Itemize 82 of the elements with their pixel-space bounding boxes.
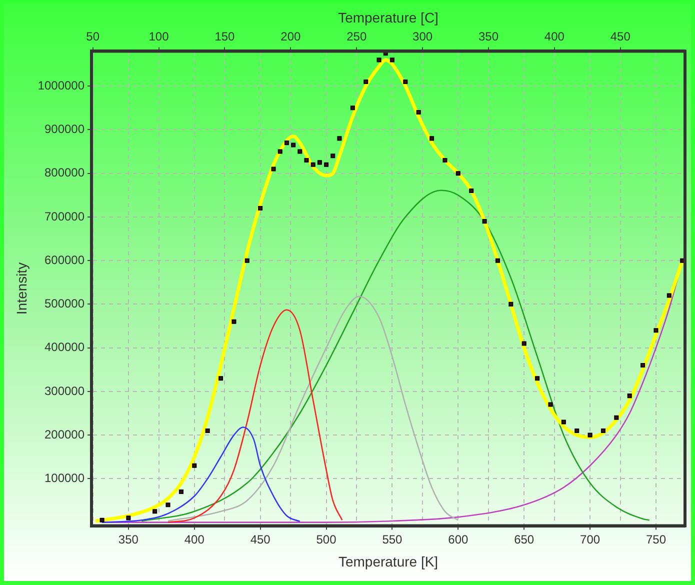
y-tick-label: 900000	[44, 122, 85, 136]
point	[278, 149, 282, 154]
x-axis-title: Temperature [K]	[338, 553, 438, 570]
x2-tick-label: 150	[214, 29, 236, 44]
point	[304, 158, 309, 163]
point	[614, 415, 619, 420]
point	[232, 319, 236, 324]
y-tick-label: 300000	[44, 384, 85, 398]
x2-tick-label: 200	[280, 29, 301, 44]
point	[166, 502, 170, 508]
x2-axis-title: Temperature [C]	[338, 9, 438, 26]
x-tick-label: 550	[382, 532, 403, 546]
point	[600, 428, 606, 433]
point	[442, 158, 448, 163]
point	[291, 142, 296, 148]
point	[495, 258, 500, 263]
x-tick-label: 450	[250, 532, 271, 546]
point	[364, 79, 368, 84]
point	[627, 394, 632, 398]
point	[317, 160, 322, 165]
point	[284, 140, 289, 146]
x2-tick-label: 350	[478, 29, 499, 44]
line-series	[140, 190, 650, 522]
point	[324, 162, 329, 167]
x2-tick-label: 50	[86, 29, 100, 44]
point	[376, 58, 382, 62]
point	[508, 302, 514, 306]
point	[310, 162, 316, 167]
point	[271, 166, 276, 172]
point	[666, 293, 672, 298]
point	[574, 428, 580, 433]
x-tick-label: 350	[118, 532, 139, 546]
point	[330, 154, 336, 158]
x-tick-label: 700	[580, 532, 600, 546]
point	[640, 363, 646, 368]
point	[482, 219, 487, 224]
x-tick-label: 750	[646, 532, 666, 546]
y-tick-label: 200000	[44, 427, 85, 442]
y-tick-label: 1000000	[38, 78, 85, 92]
point	[126, 516, 131, 520]
point	[456, 171, 460, 176]
point	[561, 420, 566, 424]
y-tick-label: 800000	[44, 166, 85, 180]
x2-tick-label: 250	[346, 29, 367, 44]
point	[192, 463, 197, 468]
point	[298, 149, 302, 154]
x2-tick-label: 400	[544, 29, 565, 44]
y-tick-label: 100000	[44, 471, 85, 485]
x2-tick-label: 300	[412, 29, 433, 44]
x2-tick-label: 100	[148, 29, 170, 44]
point	[390, 58, 394, 62]
point	[178, 490, 184, 494]
point	[205, 428, 210, 433]
point	[350, 106, 355, 110]
x-tick-label: 400	[184, 532, 205, 546]
y-tick-label: 500000	[44, 296, 85, 311]
point	[430, 136, 434, 141]
point	[469, 188, 474, 194]
point	[654, 328, 658, 333]
point	[258, 206, 263, 211]
y-axis-title: Intensity	[13, 262, 30, 315]
y-tick-label: 700000	[44, 209, 85, 224]
x2-tick-label: 450	[610, 29, 631, 44]
point	[588, 432, 592, 438]
point	[152, 509, 158, 514]
line-series	[94, 58, 684, 523]
x-tick-label: 650	[514, 532, 534, 546]
point	[244, 258, 250, 263]
point	[403, 79, 408, 84]
x-tick-label: 600	[448, 532, 468, 546]
x-tick-label: 500	[316, 532, 337, 546]
point	[100, 518, 104, 522]
point	[337, 136, 342, 141]
line-series	[167, 309, 343, 523]
point	[522, 341, 526, 346]
point	[548, 402, 553, 407]
line-series	[101, 426, 301, 523]
point	[535, 376, 540, 381]
point	[416, 110, 421, 115]
point	[218, 376, 224, 381]
y-tick-label: 400000	[44, 340, 85, 354]
y-tick-label: 600000	[44, 252, 85, 267]
